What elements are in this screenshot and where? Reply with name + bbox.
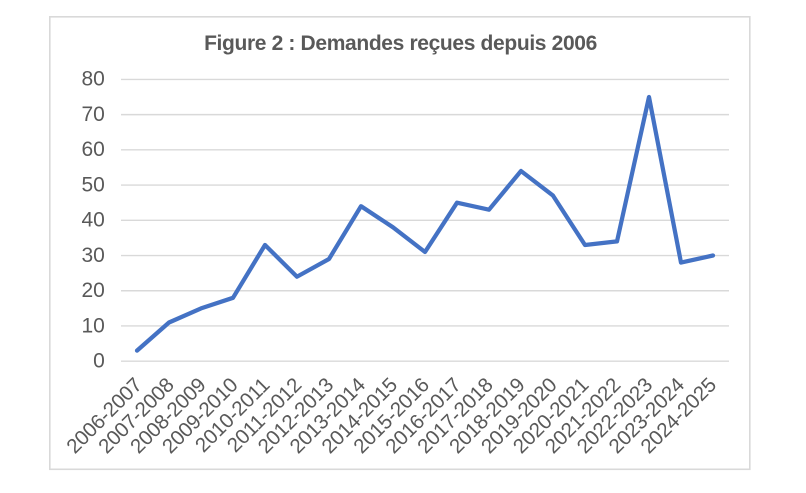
svg-text:Figure 2 : Demandes reçues dep: Figure 2 : Demandes reçues depuis 2006 [204,32,597,55]
svg-text:30: 30 [81,244,104,267]
svg-text:80: 80 [81,68,104,91]
svg-text:20: 20 [81,279,104,302]
svg-text:60: 60 [81,138,104,161]
svg-text:70: 70 [81,103,104,126]
svg-text:0: 0 [93,350,105,373]
svg-text:50: 50 [81,173,104,196]
svg-text:40: 40 [81,209,104,232]
svg-text:10: 10 [81,314,104,337]
